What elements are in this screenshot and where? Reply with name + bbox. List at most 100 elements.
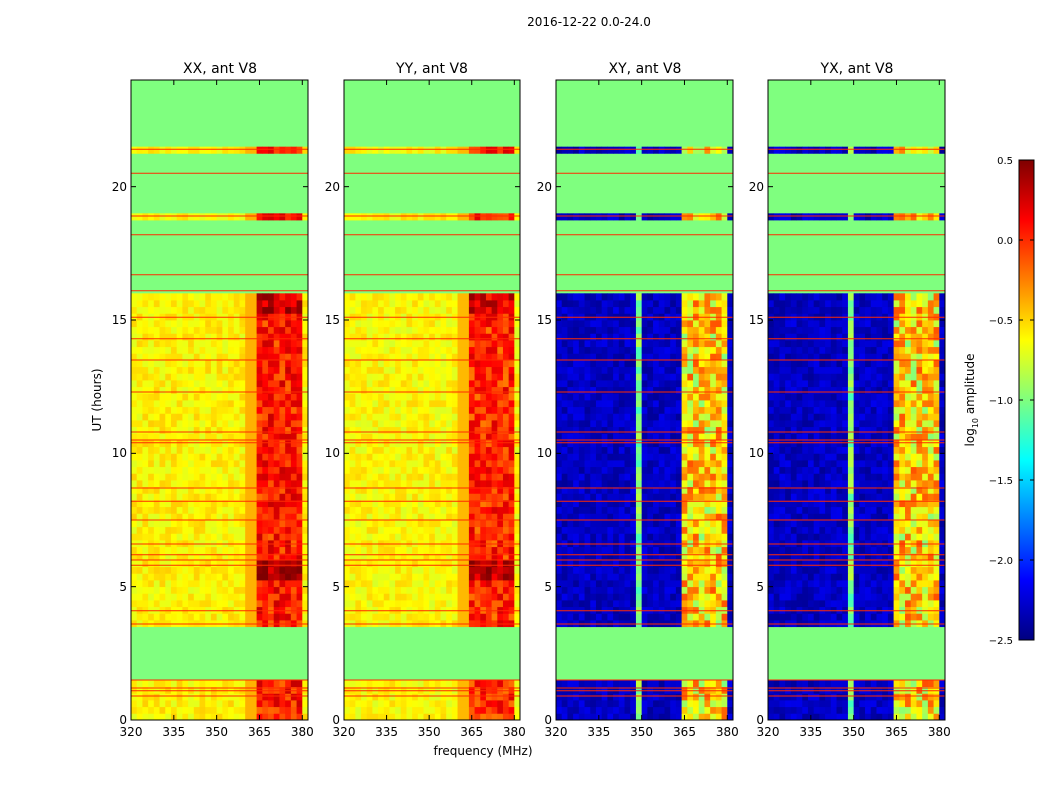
heatmap-cell [205, 366, 212, 374]
heatmap-cell [148, 466, 155, 474]
heatmap-cell [440, 360, 447, 368]
heatmap-cell [383, 386, 390, 394]
heatmap-cell [182, 593, 189, 601]
heatmap-cell [159, 500, 166, 508]
heatmap-cell [279, 466, 286, 474]
heatmap-cell [216, 573, 223, 581]
heatmap-cell [366, 300, 373, 308]
heatmap-cell [635, 460, 643, 468]
heatmap-cell [400, 533, 407, 541]
heatmap-cell [188, 400, 195, 408]
heatmap-cell [468, 386, 475, 394]
heatmap-cell [664, 400, 671, 408]
heatmap-cell [222, 560, 229, 568]
heatmap-cell [366, 460, 373, 468]
heatmap-cell [268, 466, 275, 474]
heatmap-cell [727, 380, 734, 388]
heatmap-cell [727, 506, 734, 514]
heatmap-cell [361, 520, 368, 528]
heatmap-cell [693, 473, 700, 481]
heatmap-cell [372, 393, 379, 401]
heatmap-cell [290, 706, 297, 714]
heatmap-cell [245, 406, 252, 414]
heatmap-cell [721, 560, 728, 568]
heatmap-cell [216, 493, 223, 501]
heatmap-cell [446, 433, 453, 441]
heatmap-cell [285, 466, 292, 474]
heatmap-cell [463, 560, 470, 568]
heatmap-cell [159, 440, 166, 448]
heatmap-cell [136, 520, 143, 528]
heatmap-cell [502, 326, 510, 334]
heatmap-cell [142, 613, 149, 621]
heatmap-cell [440, 693, 447, 701]
heatmap-cell [710, 473, 717, 481]
heatmap-cell [176, 426, 183, 434]
heatmap-cell [624, 466, 631, 474]
heatmap-cell [468, 486, 475, 494]
heatmap-cell [595, 480, 603, 488]
heatmap-cell [590, 513, 597, 521]
heatmap-cell [556, 513, 563, 521]
heatmap-cell [556, 693, 563, 701]
heatmap-cell [279, 586, 286, 594]
heatmap-cell [406, 420, 413, 428]
heatmap-cell [457, 146, 464, 154]
heatmap-cell [451, 613, 458, 621]
heatmap-cell [630, 580, 637, 588]
heatmap-cell [664, 473, 671, 481]
heatmap-cell [148, 400, 155, 408]
heatmap-cell [302, 320, 309, 328]
heatmap-cell [193, 353, 200, 361]
heatmap-cell [514, 533, 521, 541]
heatmap-cell [165, 406, 172, 414]
heatmap-cell [199, 546, 206, 554]
heatmap-cell [693, 613, 700, 621]
heatmap-cell [613, 446, 620, 454]
heatmap-cell [199, 560, 206, 568]
heatmap-cell [344, 706, 351, 714]
heatmap-cell [624, 566, 631, 574]
heatmap-cell [675, 533, 683, 541]
heatmap-cell [561, 560, 568, 568]
heatmap-cell [567, 380, 574, 388]
heatmap-cell [199, 413, 206, 421]
heatmap-cell [463, 453, 470, 461]
heatmap-cell [561, 433, 568, 441]
heatmap-cell [372, 693, 379, 701]
heatmap-cell [670, 593, 677, 601]
heatmap-cell [268, 406, 275, 414]
heatmap-cell [474, 513, 481, 521]
heatmap-cell [641, 433, 648, 441]
heatmap-cell [245, 386, 252, 394]
heatmap-cell [170, 680, 178, 688]
heatmap-cell [361, 380, 368, 388]
heatmap-cell [210, 580, 218, 588]
heatmap-cell [491, 393, 498, 401]
heatmap-cell [468, 346, 475, 354]
heatmap-cell [182, 353, 189, 361]
heatmap-cell [681, 520, 688, 528]
heatmap-cell [355, 386, 362, 394]
heatmap-cell [635, 586, 643, 594]
heatmap-cell [378, 553, 385, 561]
heatmap-cell [658, 513, 665, 521]
heatmap-cell [285, 393, 292, 401]
heatmap-cell [491, 426, 498, 434]
heatmap-cell [440, 573, 447, 581]
heatmap-cell [675, 566, 683, 574]
heatmap-cell [624, 613, 631, 621]
heatmap-cell [578, 560, 585, 568]
heatmap-cell [400, 380, 407, 388]
heatmap-cell [681, 473, 688, 481]
heatmap-cell [630, 600, 637, 608]
heatmap-cell [595, 593, 603, 601]
heatmap-cell [131, 586, 138, 594]
heatmap-cell [344, 593, 351, 601]
heatmap-cell [366, 546, 373, 554]
heatmap-cell [641, 413, 648, 421]
heatmap-cell [182, 520, 189, 528]
heatmap-cell [131, 406, 138, 414]
heatmap-cell [440, 386, 447, 394]
heatmap-cell [395, 593, 402, 601]
